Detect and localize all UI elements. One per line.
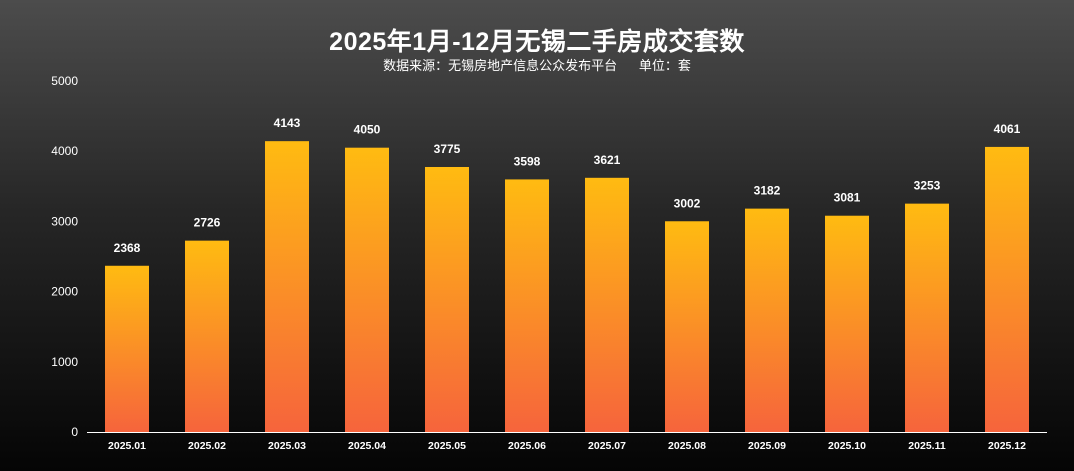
value-label: 3621 — [594, 153, 621, 167]
source-label: 数据来源：无锡房地产信息公众发布平台 — [383, 58, 618, 73]
bars — [105, 141, 1029, 433]
bar-2025.07 — [585, 177, 629, 432]
y-tick-label: 4000 — [51, 144, 78, 158]
value-label: 4143 — [274, 116, 301, 130]
value-label: 2368 — [114, 241, 141, 255]
value-labels: 2368 2726 4143 4050 3775 3598 3621 3002 3182 3081… — [114, 116, 1021, 255]
value-label: 3253 — [914, 179, 941, 193]
y-tick-label: 3000 — [51, 214, 78, 228]
x-tick-label: 2025.10 — [828, 440, 866, 452]
x-axis: 2025.01 2025.02 2025.03 2025.04 2025.05 2025.… — [87, 432, 1047, 452]
x-tick-label: 2025.11 — [908, 440, 946, 452]
y-axis: 0 1000 2000 3000 4000 5000 — [51, 74, 78, 439]
bar-2025.12 — [985, 146, 1029, 433]
bar-2025.01 — [105, 265, 149, 432]
x-tick-label: 2025.06 — [508, 440, 546, 452]
bar-2025.06 — [505, 179, 549, 432]
x-tick-label: 2025.07 — [588, 440, 626, 452]
value-label: 4061 — [994, 122, 1021, 136]
y-tick-label: 2000 — [51, 285, 78, 299]
x-tick-label: 2025.01 — [108, 440, 146, 452]
bar-2025.05 — [425, 166, 469, 432]
x-tick-label: 2025.03 — [268, 440, 306, 452]
x-tick-label: 2025.04 — [348, 440, 386, 452]
y-tick-label: 0 — [71, 425, 78, 439]
value-label: 3002 — [674, 196, 701, 210]
value-label: 3598 — [514, 154, 541, 168]
bar-2025.02 — [185, 240, 229, 432]
x-tick-label: 2025.09 — [748, 440, 786, 452]
value-label: 3182 — [754, 184, 781, 198]
x-tick-label: 2025.08 — [668, 440, 706, 452]
unit-label: 单位：套 — [638, 58, 691, 73]
bar-2025.09 — [745, 208, 789, 432]
x-tick-label: 2025.12 — [988, 440, 1026, 452]
chart-subtitle: 数据来源：无锡房地产信息公众发布平台 单位：套 — [0, 55, 1074, 74]
bar-2025.10 — [825, 215, 869, 432]
x-tick-label: 2025.02 — [188, 440, 226, 452]
x-tick-label: 2025.05 — [428, 440, 466, 452]
value-label: 2726 — [194, 216, 221, 230]
value-label: 3081 — [834, 191, 861, 205]
chart-title: 2025年1月-12月无锡二手房成交套数 — [329, 28, 745, 56]
y-tick-label: 1000 — [51, 355, 78, 369]
bar-2025.08 — [665, 221, 709, 432]
y-tick-label: 5000 — [51, 74, 78, 88]
value-label: 3775 — [434, 142, 461, 156]
value-label: 4050 — [354, 123, 381, 137]
bar-2025.11 — [905, 203, 949, 432]
bar-2025.04 — [345, 147, 389, 432]
bar-2025.03 — [265, 141, 309, 432]
